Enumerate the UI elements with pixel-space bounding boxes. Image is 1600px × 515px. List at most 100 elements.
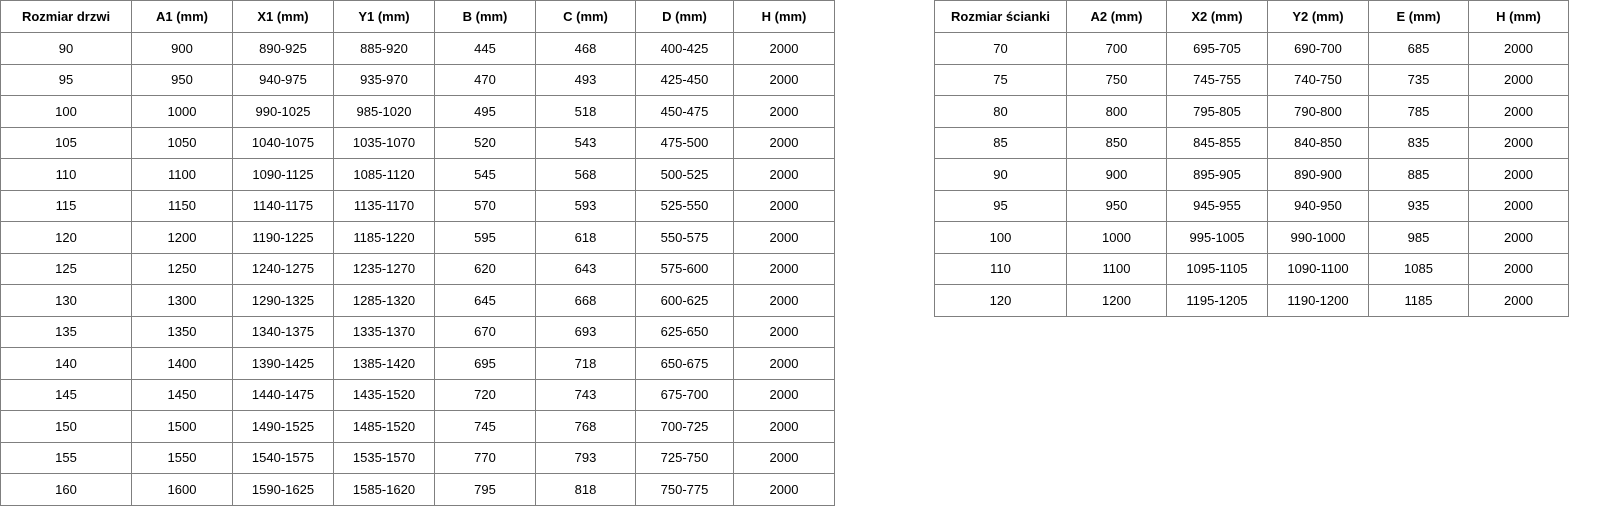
table-cell: 2000 (1468, 284, 1569, 317)
table-cell: 1035-1070 (333, 126, 435, 159)
table-cell: 1185 (1368, 284, 1469, 317)
table-cell: 935-970 (333, 63, 435, 96)
table-cell: 1095-1105 (1166, 252, 1268, 285)
table-cell: 1585-1620 (333, 473, 435, 506)
table-cell: 100 (0, 95, 132, 128)
table-cell: 685 (1368, 32, 1469, 65)
table-cell: 700-725 (635, 410, 734, 443)
table-cell: 2000 (733, 189, 835, 222)
table-cell: 95 (934, 189, 1067, 222)
table-cell: 990-1000 (1267, 221, 1369, 254)
table-cell: 155 (0, 441, 132, 474)
column-header: X2 (mm) (1166, 0, 1268, 33)
table-cell: 1500 (131, 410, 233, 443)
table-cell: 793 (535, 441, 636, 474)
table-cell: 2000 (1468, 221, 1569, 254)
table-cell: 2000 (733, 32, 835, 65)
column-header: Y2 (mm) (1267, 0, 1369, 33)
table-cell: 1190-1200 (1267, 284, 1369, 317)
table-cell: 525-550 (635, 189, 734, 222)
table-cell: 940-975 (232, 63, 334, 96)
table-cell: 1100 (131, 158, 233, 191)
table-cell: 105 (0, 126, 132, 159)
table-cell: 745 (434, 410, 536, 443)
table-cell: 675-700 (635, 378, 734, 411)
table-cell: 1435-1520 (333, 378, 435, 411)
table-row: 90 900 895-905 890-900 885 2000 (934, 158, 1569, 191)
table-cell: 2000 (733, 378, 835, 411)
table-cell: 2000 (733, 315, 835, 348)
table-cell: 695 (434, 347, 536, 380)
table-cell: 518 (535, 95, 636, 128)
table-cell: 425-450 (635, 63, 734, 96)
table-cell: 2000 (733, 252, 835, 285)
table-cell: 90 (0, 32, 132, 65)
table-cell: 618 (535, 221, 636, 254)
table-cell: 2000 (1468, 63, 1569, 96)
column-header: H (mm) (733, 0, 835, 33)
table-cell: 80 (934, 95, 1067, 128)
table-cell: 493 (535, 63, 636, 96)
table-cell: 125 (0, 252, 132, 285)
table-cell: 2000 (1468, 95, 1569, 128)
table-cell: 650-675 (635, 347, 734, 380)
table-cell: 1335-1370 (333, 315, 435, 348)
table-cell: 1185-1220 (333, 221, 435, 254)
table-cell: 950 (131, 63, 233, 96)
table-cell: 835 (1368, 126, 1469, 159)
column-header: Rozmiar drzwi (0, 0, 132, 33)
table-cell: 625-650 (635, 315, 734, 348)
table-cell: 950 (1066, 189, 1167, 222)
table-cell: 90 (934, 158, 1067, 191)
table-cell: 745-755 (1166, 63, 1268, 96)
table-cell: 895-905 (1166, 158, 1268, 191)
table-cell: 1090-1125 (232, 158, 334, 191)
table-row: 110 1100 1090-1125 1085-1120 545 568 500-525 20… (0, 158, 835, 191)
table-cell: 985-1020 (333, 95, 435, 128)
table-cell: 940-950 (1267, 189, 1369, 222)
table-cell: 100 (934, 221, 1067, 254)
table-cell: 1450 (131, 378, 233, 411)
table-cell: 850 (1066, 126, 1167, 159)
table-cell: 690-700 (1267, 32, 1369, 65)
table-row: 115 1150 1140-1175 1135-1170 570 593 525-550 20… (0, 189, 835, 222)
table-cell: 95 (0, 63, 132, 96)
table-cell: 840-850 (1267, 126, 1369, 159)
table-cell: 818 (535, 473, 636, 506)
table-cell: 1195-1205 (1166, 284, 1268, 317)
table-row: 140 1400 1390-1425 1385-1420 695 718 650-675 20… (0, 347, 835, 380)
table-cell: 620 (434, 252, 536, 285)
table-cell: 785 (1368, 95, 1469, 128)
table-cell: 1490-1525 (232, 410, 334, 443)
table-row: 160 1600 1590-1625 1585-1620 795 818 750-775 20… (0, 473, 835, 506)
table-header-row: Rozmiar ścianki A2 (mm) X2 (mm) Y2 (mm) E (m… (934, 0, 1569, 33)
door-size-table: Rozmiar drzwi A1 (mm) X1 (mm) Y1 (mm) B (mm)… (0, 0, 835, 506)
table-cell: 1200 (131, 221, 233, 254)
table-cell: 718 (535, 347, 636, 380)
table-cell: 1085 (1368, 252, 1469, 285)
table-cell: 475-500 (635, 126, 734, 159)
table-cell: 935 (1368, 189, 1469, 222)
table-cell: 2000 (733, 347, 835, 380)
table-cell: 995-1005 (1166, 221, 1268, 254)
table-cell: 568 (535, 158, 636, 191)
table-cell: 885-920 (333, 32, 435, 65)
column-header: Rozmiar ścianki (934, 0, 1067, 33)
table-row: 75 750 745-755 740-750 735 2000 (934, 63, 1569, 96)
column-header: C (mm) (535, 0, 636, 33)
table-cell: 1285-1320 (333, 284, 435, 317)
table-cell: 670 (434, 315, 536, 348)
table-row: 100 1000 990-1025 985-1020 495 518 450-475 2000 (0, 95, 835, 128)
table-cell: 135 (0, 315, 132, 348)
table-cell: 85 (934, 126, 1067, 159)
table-cell: 900 (1066, 158, 1167, 191)
table-cell: 75 (934, 63, 1067, 96)
table-cell: 2000 (733, 284, 835, 317)
table-cell: 695-705 (1166, 32, 1268, 65)
table-cell: 768 (535, 410, 636, 443)
table-cell: 645 (434, 284, 536, 317)
table-cell: 1250 (131, 252, 233, 285)
table-cell: 1440-1475 (232, 378, 334, 411)
table-row: 150 1500 1490-1525 1485-1520 745 768 700-725 20… (0, 410, 835, 443)
table-cell: 2000 (1468, 252, 1569, 285)
